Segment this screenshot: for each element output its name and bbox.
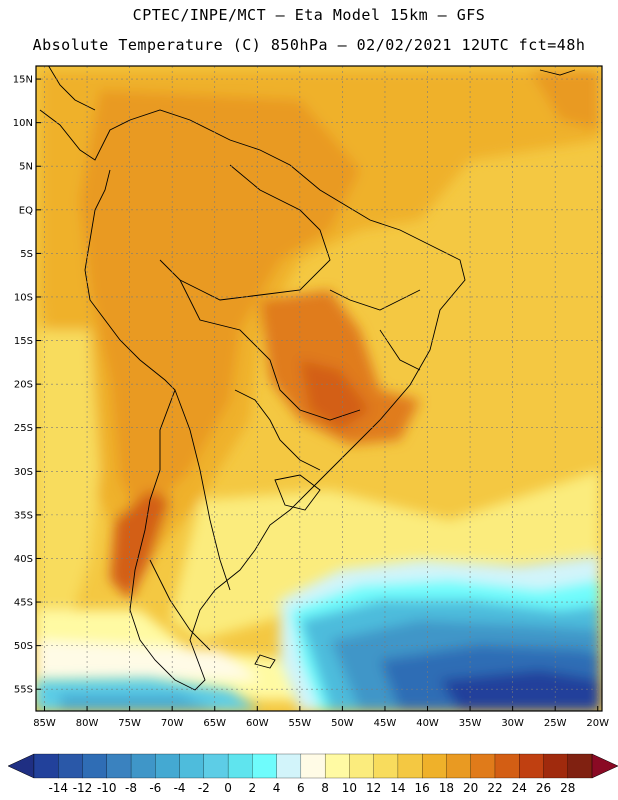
colorbar-label: 10 bbox=[342, 781, 357, 795]
coastline bbox=[39, 66, 576, 691]
lat-label: 40S bbox=[14, 554, 33, 565]
colorbar-swatch bbox=[519, 753, 544, 779]
colorbar-swatch bbox=[349, 753, 375, 779]
colorbar-swatch bbox=[33, 753, 59, 779]
colorbar-label: 28 bbox=[560, 781, 575, 795]
longitude-labels: 85W 80W 75W 70W 65W 60W 55W 50W 45W 40W 35W 30W 25W 2… bbox=[33, 706, 609, 729]
colorbar-label: -10 bbox=[97, 781, 117, 795]
temperature-colorbar: -14 -12 -10 -8 -6 -4 -2 0 2 4 6 8 10 12 14 16 18 20 22 24 26… bbox=[7, 753, 618, 795]
lat-label: 30S bbox=[14, 467, 33, 478]
lon-label: 35W bbox=[459, 718, 482, 729]
colorbar-swatch bbox=[130, 753, 156, 779]
colorbar-label: 26 bbox=[536, 781, 551, 795]
lat-label: EQ bbox=[19, 205, 33, 216]
colorbar-swatch bbox=[422, 753, 447, 779]
lat-label: 15N bbox=[13, 75, 33, 86]
lat-label: 55S bbox=[14, 685, 33, 696]
colorbar-swatch bbox=[567, 753, 593, 779]
colorbar-label: 2 bbox=[249, 781, 257, 795]
colorbar-label: -12 bbox=[73, 781, 93, 795]
colorbar-label: 14 bbox=[390, 781, 405, 795]
lon-label: 65W bbox=[203, 718, 226, 729]
lon-label: 85W bbox=[33, 718, 56, 729]
lon-label: 75W bbox=[118, 718, 141, 729]
colorbar-swatch bbox=[227, 753, 253, 779]
colorbar-swatch bbox=[203, 753, 229, 779]
colorbar-swatch bbox=[276, 753, 302, 779]
map-title-line1: CPTEC/INPE/MCT — Eta Model 15km — GFS bbox=[132, 6, 486, 24]
colorbar-label: 6 bbox=[297, 781, 305, 795]
lat-label: 10N bbox=[13, 118, 33, 129]
lon-label: 55W bbox=[289, 718, 312, 729]
colorbar-label: -6 bbox=[149, 781, 161, 795]
lat-lon-grid bbox=[36, 66, 602, 711]
lon-label: 45W bbox=[374, 718, 397, 729]
colorbar-swatch bbox=[470, 753, 496, 779]
colorbar-swatch bbox=[82, 753, 108, 779]
lat-label: 5N bbox=[19, 162, 33, 173]
lon-label: 25W bbox=[544, 718, 567, 729]
lat-label: 10S bbox=[14, 292, 33, 303]
colorbar-swatch bbox=[155, 753, 181, 779]
colorbar-over-arrow bbox=[591, 753, 618, 779]
colorbar-swatch bbox=[397, 753, 423, 779]
latitude-labels: 15N 10N 5N EQ 5S 10S 15S 20S 25S 30S 35S 40S 45S 50S 5… bbox=[13, 75, 41, 696]
lat-label: 50S bbox=[14, 641, 33, 652]
lon-label: 40W bbox=[416, 718, 439, 729]
colorbar-swatch bbox=[373, 753, 399, 779]
colorbar-label: 4 bbox=[273, 781, 281, 795]
temperature-field bbox=[36, 66, 602, 711]
colorbar-label: -2 bbox=[198, 781, 210, 795]
colorbar-label: 24 bbox=[512, 781, 527, 795]
lat-label: 25S bbox=[14, 423, 33, 434]
colorbar-swatch bbox=[494, 753, 520, 779]
lon-label: 30W bbox=[501, 718, 524, 729]
colorbar-swatch bbox=[543, 753, 569, 779]
colorbar-label: 12 bbox=[366, 781, 381, 795]
colorbar-swatch bbox=[446, 753, 472, 779]
map-title-line2: Absolute Temperature (C) 850hPa — 02/02/… bbox=[32, 36, 586, 54]
lat-label: 5S bbox=[20, 249, 33, 260]
lat-label: 15S bbox=[14, 336, 33, 347]
colorbar-swatch bbox=[324, 753, 350, 779]
lon-label: 70W bbox=[161, 718, 184, 729]
colorbar-swatch bbox=[58, 753, 83, 779]
colorbar-label: 20 bbox=[463, 781, 478, 795]
colorbar-swatch bbox=[106, 753, 132, 779]
colorbar-label: 22 bbox=[487, 781, 502, 795]
colorbar-label: 18 bbox=[439, 781, 454, 795]
lat-label: 35S bbox=[14, 510, 33, 521]
lon-label: 80W bbox=[76, 718, 99, 729]
lat-label: 20S bbox=[14, 380, 33, 391]
colorbar-label: 8 bbox=[321, 781, 329, 795]
lon-label: 60W bbox=[246, 718, 269, 729]
colorbar-label: 16 bbox=[415, 781, 430, 795]
colorbar-swatch bbox=[252, 753, 278, 779]
lon-label: 50W bbox=[331, 718, 354, 729]
colorbar-label: -14 bbox=[48, 781, 68, 795]
map-frame bbox=[35, 65, 603, 712]
colorbar-label: -8 bbox=[125, 781, 137, 795]
colorbar-swatch bbox=[300, 753, 326, 779]
colorbar-under-arrow bbox=[7, 753, 35, 779]
lat-label: 45S bbox=[14, 598, 33, 609]
colorbar-label: 0 bbox=[224, 781, 232, 795]
colorbar-label: -4 bbox=[174, 781, 186, 795]
colorbar-swatch bbox=[179, 753, 205, 779]
lon-label: 20W bbox=[586, 718, 609, 729]
